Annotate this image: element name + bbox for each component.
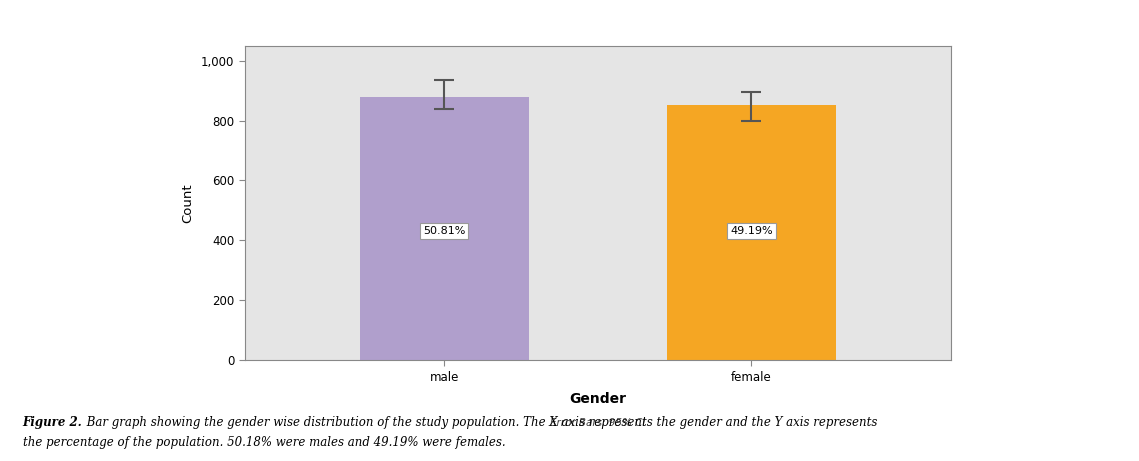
Text: 50.81%: 50.81% <box>424 226 466 236</box>
Bar <box>360 97 528 360</box>
Text: 49.19%: 49.19% <box>730 226 772 236</box>
Text: Error Bars: 95% CI: Error Bars: 95% CI <box>550 418 646 428</box>
X-axis label: Gender: Gender <box>570 392 626 406</box>
Text: Bar graph showing the gender wise distribution of the study population. The X ax: Bar graph showing the gender wise distri… <box>82 416 877 429</box>
Bar <box>667 105 836 360</box>
Text: the percentage of the population. 50.18% were males and 49.19% were females.: the percentage of the population. 50.18%… <box>23 436 506 449</box>
Y-axis label: Count: Count <box>181 183 194 223</box>
Text: Figure 2.: Figure 2. <box>23 416 82 429</box>
